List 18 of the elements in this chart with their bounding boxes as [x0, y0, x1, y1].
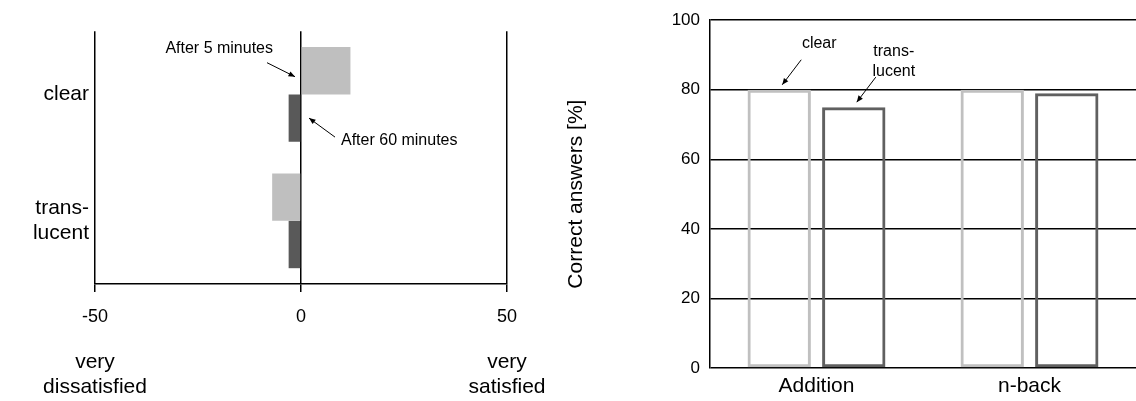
y-tick-label: 100 [671, 9, 700, 29]
x-tick-label: n-back [997, 373, 1062, 397]
series-label: trans- lucent [872, 41, 916, 79]
x-tick-label: 0 [295, 305, 307, 326]
y-tick-label: 20 [681, 288, 700, 308]
y-axis-title: Correct answers [%] [563, 99, 587, 289]
y-tick-label: 40 [681, 218, 700, 238]
text: very dissatisfied [43, 348, 147, 397]
x-tick-label: 50 [496, 305, 518, 326]
y-tick-label: 80 [681, 79, 700, 99]
y-tick-label: 0 [690, 357, 700, 377]
y-tick-label: 60 [681, 149, 700, 169]
series-label: After 5 minutes [165, 39, 273, 57]
x-tick-label: Addition [778, 373, 855, 397]
x-tick-label: -50 [81, 305, 109, 326]
text: very satisfied [468, 348, 546, 397]
text: After 60 minutes [341, 130, 458, 148]
text: clear [801, 34, 838, 52]
